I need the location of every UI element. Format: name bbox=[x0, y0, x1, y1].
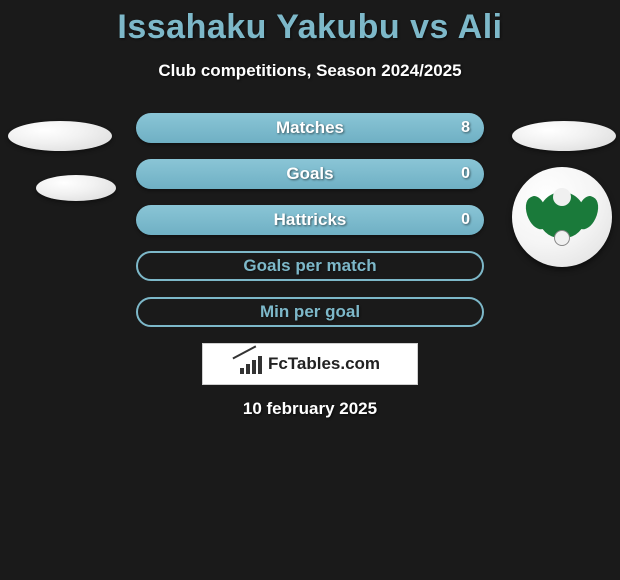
stat-value: 8 bbox=[461, 119, 470, 137]
stat-label: Goals per match bbox=[243, 256, 376, 276]
stat-label: Matches bbox=[276, 118, 344, 138]
placeholder-ellipse-icon bbox=[8, 121, 112, 151]
subtitle: Club competitions, Season 2024/2025 bbox=[0, 61, 620, 81]
stat-value: 0 bbox=[461, 165, 470, 183]
stat-label: Goals bbox=[286, 164, 333, 184]
stat-bar-hattricks: Hattricks 0 bbox=[136, 205, 484, 235]
brand-text: FcTables.com bbox=[268, 354, 380, 374]
placeholder-ellipse-icon bbox=[512, 121, 616, 151]
stat-rows: Matches 8 Goals 0 Hattricks 0 Goals per … bbox=[136, 113, 484, 327]
brand-box: FcTables.com bbox=[202, 343, 418, 385]
stat-label: Min per goal bbox=[260, 302, 360, 322]
chart-bars-icon bbox=[240, 354, 264, 374]
placeholder-ellipse-icon bbox=[36, 175, 116, 201]
player-badge-left bbox=[8, 113, 108, 213]
page-title: Issahaku Yakubu vs Ali bbox=[0, 8, 620, 47]
club-logo-icon bbox=[529, 184, 595, 250]
date-text: 10 february 2025 bbox=[0, 399, 620, 419]
stat-value: 0 bbox=[461, 211, 470, 229]
player-badge-right bbox=[512, 113, 612, 213]
stat-bar-min-per-goal: Min per goal bbox=[136, 297, 484, 327]
stat-bar-goals: Goals 0 bbox=[136, 159, 484, 189]
stat-label: Hattricks bbox=[274, 210, 347, 230]
stats-area: Matches 8 Goals 0 Hattricks 0 Goals per … bbox=[0, 113, 620, 419]
stat-bar-matches: Matches 8 bbox=[136, 113, 484, 143]
stat-bar-goals-per-match: Goals per match bbox=[136, 251, 484, 281]
comparison-card: Issahaku Yakubu vs Ali Club competitions… bbox=[0, 0, 620, 419]
club-badge bbox=[512, 167, 612, 267]
